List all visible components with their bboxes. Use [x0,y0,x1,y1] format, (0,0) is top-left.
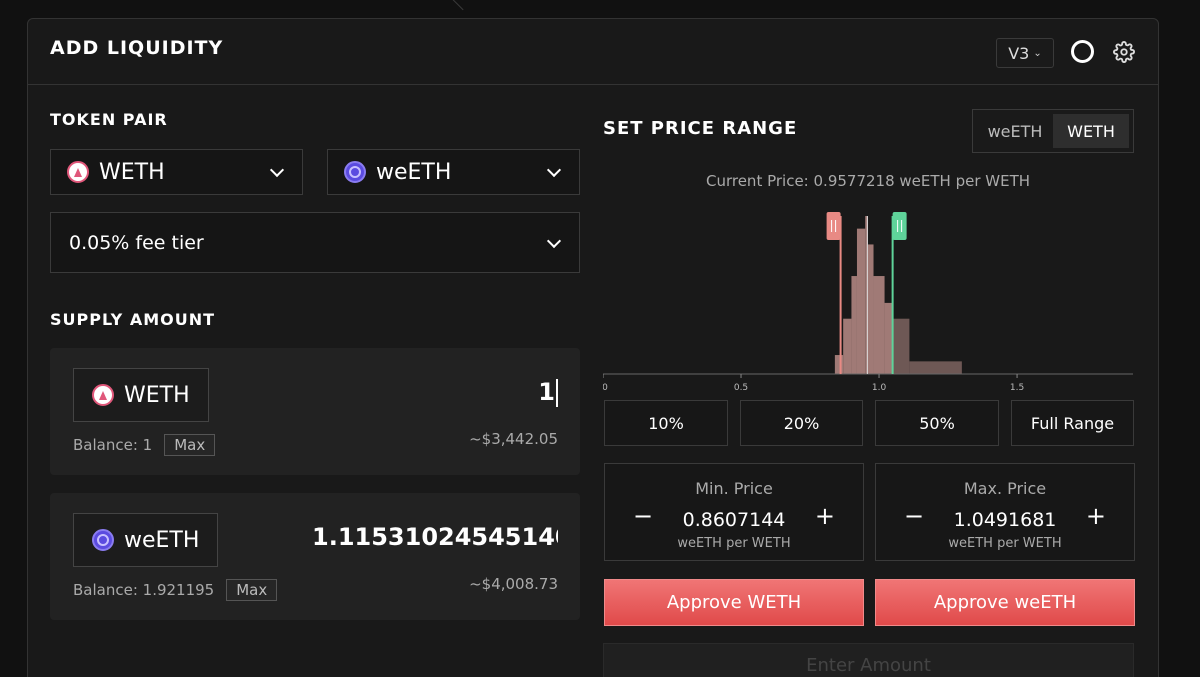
weth-usd-value: ~$3,442.05 [469,430,558,448]
toggle-weth[interactable]: WETH [1053,114,1129,148]
supply-card-weth: WETH 1 Balance: 1 Max ~$3,442.05 [50,348,580,475]
current-price-text: Current Price: 0.9577218 weETH per WETH [705,172,1031,190]
version-select[interactable]: V3 ⌄ [996,38,1054,68]
loading-ring-icon[interactable] [1071,40,1094,63]
weth-token-chip[interactable]: WETH [73,368,209,422]
min-decrease-button[interactable]: − [633,502,654,530]
liquidity-bar [865,216,868,374]
liquidity-chart[interactable]: 0 0.5 1.0 1.5 [603,208,1133,398]
weth-balance: Balance: 1 [73,436,153,454]
supply-card-weeth: weETH 1.1153102454514034 Balance: 1.9211… [50,493,580,620]
min-range-handle [826,212,841,240]
liquidity-bar [892,318,910,374]
weeth-logo-icon [92,529,114,551]
range-preset-10[interactable]: 10% [604,400,728,446]
panel-header: ADD LIQUIDITY V3 ⌄ [28,19,1158,85]
weeth-logo-icon [344,161,366,183]
liquidity-bar [884,302,893,374]
liquidity-bar [856,228,866,374]
supply-amount-label: SUPPLY AMOUNT [50,310,216,329]
x-tick-label: 1.5 [1010,383,1024,393]
decorative-line [447,0,464,11]
max-price-card: Max. Price − 1.0491681 + weETH per WETH [875,463,1135,561]
liquidity-bar [868,244,874,374]
weth-balance-row: Balance: 1 Max [73,434,216,456]
max-price-label: Max. Price [963,479,1047,498]
token-pair-label: TOKEN PAIR [50,110,168,129]
weth-max-button[interactable]: Max [164,434,216,456]
weth-amount-value: 1 [538,378,555,406]
weth-chip-label: WETH [124,382,190,408]
version-label: V3 [1008,43,1030,63]
token-b-label: weETH [376,159,452,185]
liquidity-bar [909,361,962,374]
weth-amount-input[interactable]: 1 [538,378,558,407]
liquidity-bar [873,276,885,374]
fee-tier-select[interactable]: 0.05% fee tier [50,212,580,273]
range-preset-full[interactable]: Full Range [1011,400,1134,446]
liquidity-bar [843,318,852,374]
chevron-down-icon [269,162,285,178]
min-increase-button[interactable]: + [814,502,835,530]
max-price-input[interactable]: 1.0491681 [953,509,1057,531]
enter-amount-button[interactable]: Enter Amount [603,643,1134,677]
toggle-weeth[interactable]: weETH [987,121,1043,141]
min-price-input[interactable]: 0.8607144 [682,509,786,531]
weeth-balance-row: Balance: 1.921195 Max [73,579,278,601]
max-range-handle [892,212,907,240]
weeth-max-button[interactable]: Max [226,579,278,601]
x-tick-label: 0.5 [734,383,748,393]
weth-logo-icon [67,161,89,183]
min-price-label: Min. Price [695,479,773,498]
weeth-usd-value: ~$4,008.73 [469,575,558,593]
max-decrease-button[interactable]: − [904,502,925,530]
range-preset-50[interactable]: 50% [875,400,999,446]
weeth-token-chip[interactable]: weETH [73,513,219,567]
fee-tier-label: 0.05% fee tier [69,231,204,254]
chevron-down-icon [546,233,562,248]
chevron-down-icon: ⌄ [1033,47,1042,59]
approve-weeth-button[interactable]: Approve weETH [875,579,1135,626]
page-title: ADD LIQUIDITY [50,37,224,59]
x-tick-label: 0 [603,383,608,393]
weeth-chip-label: weETH [124,527,200,553]
weeth-balance: Balance: 1.921195 [73,581,215,599]
chevron-down-icon [546,162,562,178]
approve-weth-button[interactable]: Approve WETH [604,579,864,626]
x-tick-label: 1.0 [872,383,887,393]
token-a-select[interactable]: WETH [50,149,303,195]
range-preset-20[interactable]: 20% [740,400,863,446]
token-b-select[interactable]: weETH [327,149,580,195]
price-range-title: SET PRICE RANGE [603,118,798,139]
min-price-card: Min. Price − 0.8607144 + weETH per WETH [604,463,864,561]
liquidity-bar [851,276,857,374]
min-price-unit: weETH per WETH [677,536,791,551]
text-caret [556,379,558,407]
weeth-amount-input[interactable]: 1.1153102454514034 [312,523,558,551]
price-denomination-toggle: weETH WETH [972,109,1134,153]
liquidity-bar [834,355,844,374]
max-increase-button[interactable]: + [1085,502,1106,530]
weth-logo-icon [92,384,114,406]
token-a-label: WETH [99,159,165,185]
max-price-unit: weETH per WETH [948,536,1062,551]
gear-icon[interactable] [1113,41,1135,63]
